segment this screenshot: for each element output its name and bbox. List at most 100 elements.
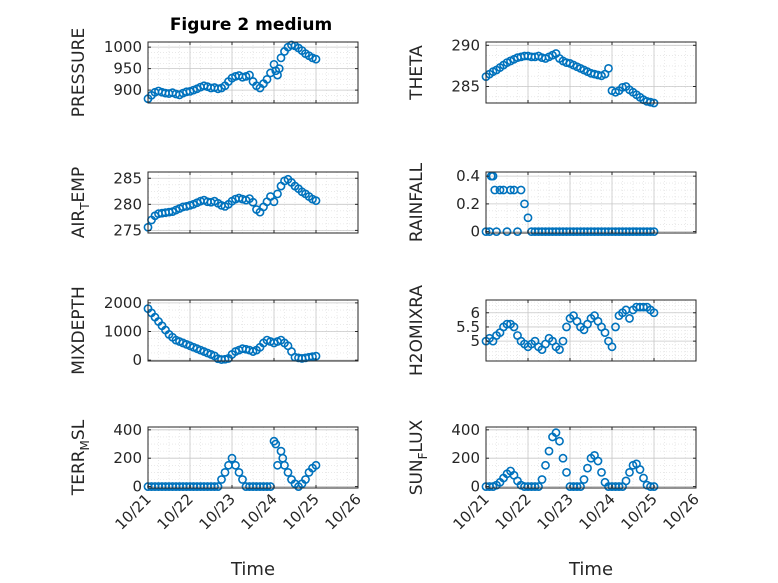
axes-box	[147, 171, 359, 234]
data-series	[143, 174, 321, 232]
y-axis-label: THETA	[407, 45, 427, 101]
data-point	[583, 463, 592, 473]
data-point	[593, 456, 603, 466]
axes-layer: 900 950 1000 PRESSURE 285 290 THETA 275 280 285 AI…	[69, 28, 703, 580]
data-point	[551, 428, 561, 438]
y-tick-label: 1000	[104, 323, 142, 341]
axes-box	[485, 426, 697, 489]
y-tick-label: 285	[113, 169, 142, 187]
y-tick-label: 275	[113, 221, 142, 239]
y-tick-label: 2000	[104, 294, 142, 312]
x-tick-label: 10/25	[280, 490, 323, 533]
x-tick-marks	[485, 42, 697, 103]
x-tick-label: 10/24	[576, 490, 619, 533]
data-point	[269, 197, 279, 207]
data-point	[217, 475, 226, 484]
x-tick-label: 10/24	[238, 490, 281, 533]
data-point	[614, 482, 624, 491]
data-point	[607, 342, 617, 352]
data-point	[509, 322, 519, 332]
y-tick-label: 950	[113, 60, 142, 78]
data-point	[248, 197, 258, 207]
data-point	[520, 199, 529, 209]
data-point	[639, 302, 648, 312]
data-point	[649, 482, 659, 491]
y-tick-label: 1000	[104, 38, 142, 56]
data-series	[143, 40, 321, 104]
data-point	[308, 352, 317, 362]
data-point	[639, 473, 648, 483]
data-point	[649, 308, 659, 318]
y-axis-label: SUNFLUX	[407, 419, 430, 495]
data-point	[506, 185, 515, 195]
data-point	[611, 322, 620, 332]
panel-theta: 285 290 THETA	[407, 36, 697, 108]
data-series	[481, 171, 659, 237]
data-point	[537, 475, 547, 484]
x-tick-label: 10/25	[618, 490, 661, 533]
data-point	[635, 465, 645, 474]
data-point	[301, 475, 310, 484]
data-point	[530, 482, 540, 491]
x-axis-label: Time	[230, 559, 275, 580]
panel-air-temp: 275 280 285 AIRTEMP	[69, 167, 359, 239]
x-tick-marks	[147, 427, 359, 488]
x-tick-label: 10/22	[154, 490, 197, 533]
data-point	[213, 482, 223, 491]
data-point	[311, 54, 321, 64]
data-series	[481, 302, 659, 355]
data-point	[283, 467, 293, 477]
data-point	[231, 460, 240, 470]
data-point	[280, 460, 289, 470]
x-tick-marks	[485, 427, 697, 488]
y-axis-label: RAINFALL	[407, 162, 427, 242]
y-tick-label: 6	[470, 304, 480, 322]
data-point	[555, 436, 564, 446]
data-point	[273, 189, 282, 199]
data-point	[245, 70, 254, 80]
data-point	[562, 322, 571, 332]
data-point	[513, 227, 522, 237]
axes-box	[485, 299, 697, 362]
data-point	[234, 467, 244, 477]
figure-title: Figure 2 medium	[170, 15, 332, 35]
minor-grid	[148, 172, 358, 233]
y-tick-label: 400	[113, 421, 142, 439]
panel-mixdepth: 0 1000 2000 MIXDEPTH	[69, 286, 359, 375]
axes-box	[147, 426, 359, 489]
data-point	[495, 185, 505, 195]
y-tick-label: 285	[451, 78, 480, 96]
data-point	[558, 336, 568, 346]
panel-pressure: 900 950 1000 PRESSURE	[69, 28, 359, 117]
data-point	[227, 453, 237, 463]
y-tick-label: 0	[132, 351, 142, 369]
y-tick-label: 0.2	[456, 195, 480, 213]
data-point	[210, 482, 219, 491]
data-point	[579, 475, 589, 484]
data-point	[311, 196, 321, 206]
x-tick-marks	[147, 42, 359, 103]
y-axis-label: TERRMSL	[69, 419, 92, 496]
data-point	[516, 185, 526, 195]
x-tick-label: 10/21	[450, 490, 493, 533]
x-axis-label: Time	[568, 559, 613, 580]
data-point	[502, 227, 512, 237]
axes-box	[147, 41, 359, 104]
y-tick-label: 5.5	[456, 318, 480, 336]
data-point	[523, 213, 533, 223]
data-point	[262, 482, 272, 491]
x-tick-label: 10/21	[112, 490, 155, 533]
data-point	[555, 345, 564, 355]
data-point	[572, 482, 582, 491]
x-tick-label: 10/26	[660, 490, 703, 533]
x-tick-label: 10/23	[534, 490, 577, 533]
y-tick-label: 200	[451, 449, 480, 467]
panel-rainfall: 0 0.2 0.4 RAINFALL	[407, 162, 697, 242]
y-tick-label: 5	[470, 332, 480, 350]
data-point	[597, 467, 606, 477]
data-point	[562, 467, 571, 477]
data-point	[220, 467, 230, 477]
data-point	[490, 185, 500, 195]
